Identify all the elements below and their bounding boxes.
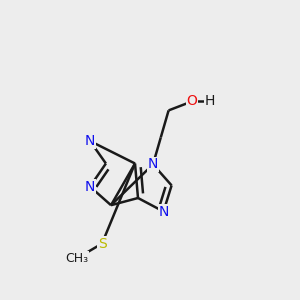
- Text: N: N: [158, 205, 169, 218]
- Text: S: S: [98, 237, 106, 250]
- Text: CH₃: CH₃: [65, 252, 88, 265]
- Text: N: N: [148, 158, 158, 171]
- Text: H: H: [205, 94, 215, 108]
- Text: O: O: [187, 94, 197, 108]
- Text: N: N: [85, 180, 95, 194]
- Text: N: N: [85, 134, 95, 148]
